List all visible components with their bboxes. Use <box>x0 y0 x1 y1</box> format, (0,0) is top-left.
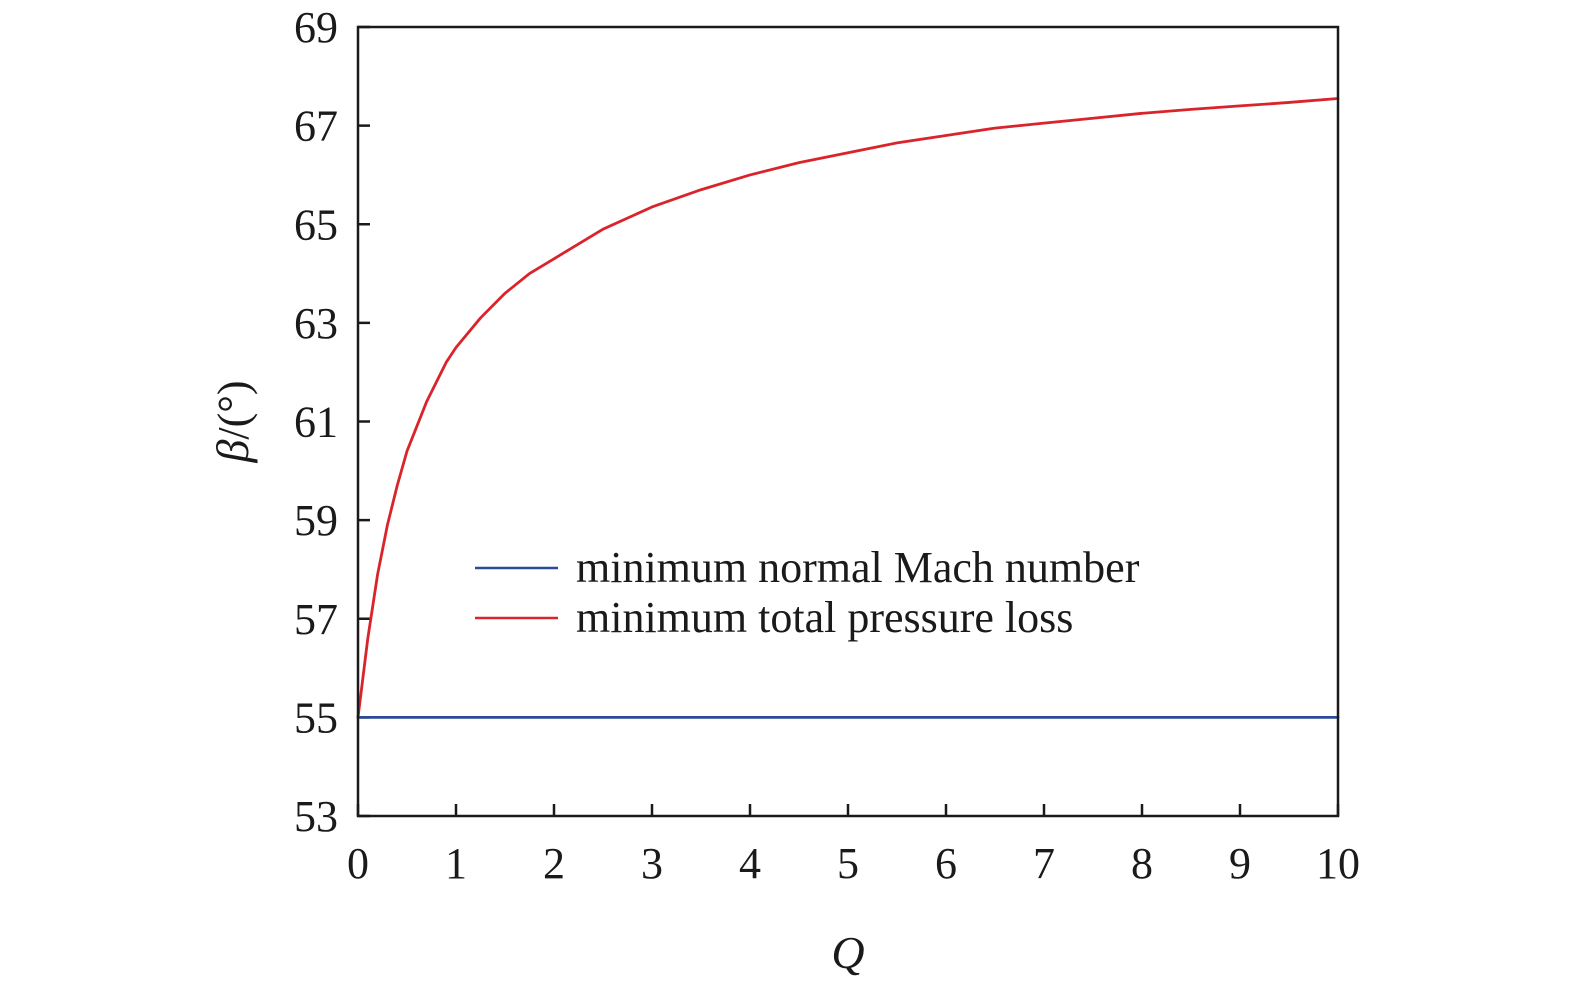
labels-layer: Q β/(°) <box>207 380 865 978</box>
series-line-minimum-total-pressure-loss <box>356 97 1340 719</box>
y-tick-label: 63 <box>294 299 338 348</box>
legend-label-minimum-normal-mach-number: minimum normal Mach number <box>576 543 1140 592</box>
x-axis-label: Q <box>831 927 864 978</box>
x-tick-label: 1 <box>445 839 467 888</box>
y-tick-label: 69 <box>294 3 338 52</box>
y-axis-label: β/(°) <box>207 380 258 463</box>
x-tick-label: 7 <box>1033 839 1055 888</box>
y-axis-label-symbol: β <box>207 440 258 464</box>
y-tick-label: 57 <box>294 595 338 644</box>
y-axis-label-unit: /(°) <box>209 380 258 439</box>
plot-frame <box>356 25 1340 818</box>
y-tick-label: 67 <box>294 102 338 151</box>
y-tick-label: 65 <box>294 200 338 249</box>
y-tick-label: 55 <box>294 693 338 742</box>
legend: minimum normal Mach number minimum total… <box>475 543 1140 642</box>
x-tick-label: 4 <box>739 839 761 888</box>
legend-label-minimum-total-pressure-loss: minimum total pressure loss <box>576 593 1073 642</box>
x-tick-label: 3 <box>641 839 663 888</box>
x-tick-label: 5 <box>837 839 859 888</box>
x-tick-label: 0 <box>347 839 369 888</box>
x-tick-label: 10 <box>1316 839 1360 888</box>
x-tick-label: 9 <box>1229 839 1251 888</box>
x-tick-label: 2 <box>543 839 565 888</box>
x-tick-label: 6 <box>935 839 957 888</box>
series-layer <box>356 97 1340 719</box>
y-tick-label: 59 <box>294 496 338 545</box>
x-tick-label: 8 <box>1131 839 1153 888</box>
y-tick-label: 53 <box>294 792 338 841</box>
y-tick-label: 61 <box>294 398 338 447</box>
